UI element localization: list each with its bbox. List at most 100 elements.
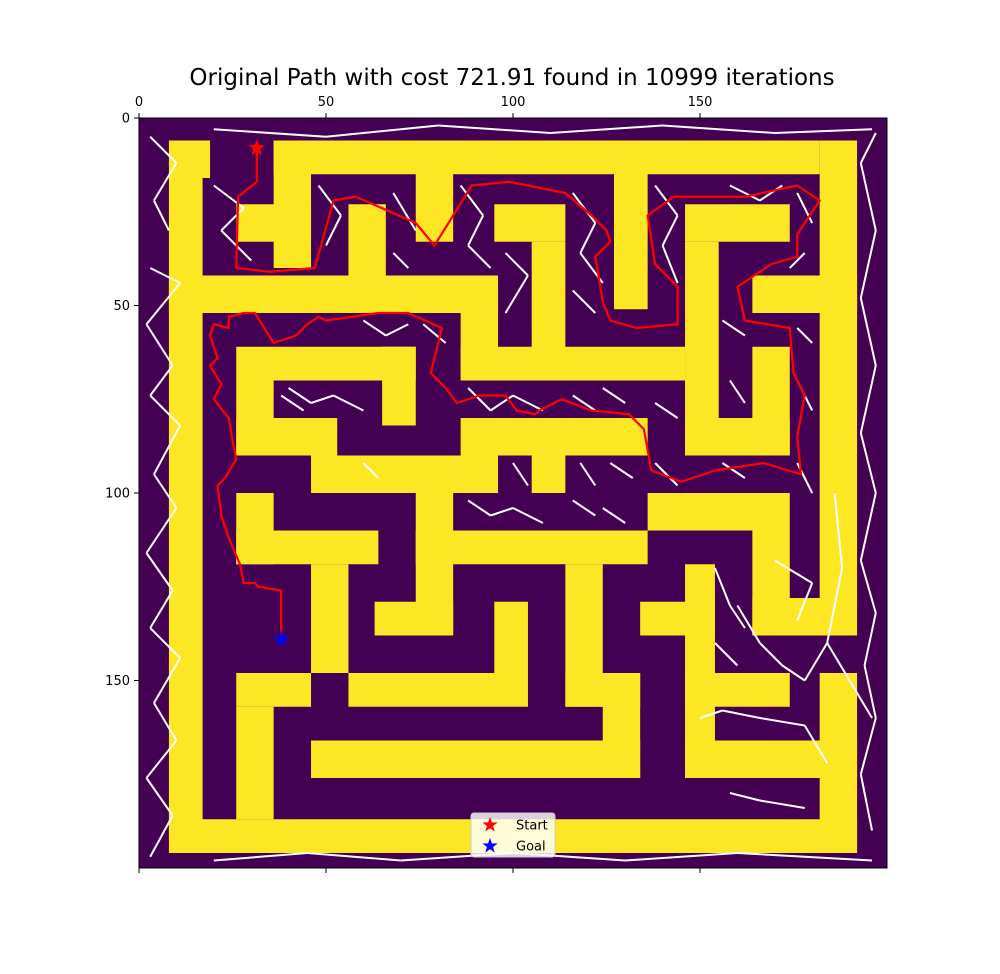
tree-edge [362, 319, 387, 337]
tree-edge [149, 589, 174, 629]
tree-edge [149, 364, 174, 397]
tree-edge [789, 252, 806, 269]
tree-edge [288, 387, 312, 404]
tree-edge [220, 207, 245, 232]
legend-label: Goal [516, 840, 546, 855]
y-tick-label: 50 [113, 299, 130, 314]
tree-edge [848, 679, 873, 719]
maze-wall [236, 530, 379, 565]
maze-wall [168, 275, 499, 313]
tree-edge [609, 462, 634, 479]
tree-edge [729, 604, 746, 629]
tree-edge [149, 815, 174, 858]
tree-edge [579, 462, 597, 487]
tree-edge [550, 124, 663, 134]
start-marker [248, 139, 266, 156]
legend-marker [482, 817, 498, 832]
tree-edge [602, 507, 626, 524]
tree-edge [774, 128, 873, 134]
tree-edge [661, 215, 679, 246]
tree-edge [759, 799, 805, 809]
path-line [208, 148, 821, 636]
tree-edge [863, 665, 877, 719]
tree-edge [863, 612, 877, 666]
tree-edge [859, 560, 877, 614]
chart-title: Original Path with cost 721.91 found in … [189, 65, 834, 91]
tree-edge [796, 582, 814, 621]
tree-edge [859, 365, 877, 434]
tree-edge [654, 184, 679, 217]
tree-edge [362, 462, 380, 479]
tree-edge [145, 777, 174, 817]
tree-edge [796, 327, 813, 344]
maze-wall [752, 275, 858, 313]
tree-edge [759, 184, 783, 202]
tree-edge [467, 244, 492, 269]
tree-edge [859, 230, 877, 299]
y-tick-label: 0 [122, 112, 130, 127]
tree-edge [714, 642, 739, 667]
maze-wall [415, 530, 648, 565]
x-tick-label: 50 [318, 95, 335, 110]
tree-edge [504, 252, 529, 277]
tree-edge [385, 323, 409, 337]
tree-edge [512, 507, 544, 524]
maze-wall [236, 706, 274, 820]
tree-edge [467, 499, 492, 517]
tree-edge [153, 425, 182, 475]
x-tick-label: 150 [688, 95, 713, 110]
tree-edge [280, 394, 305, 412]
tree-edge [859, 432, 877, 494]
maze-wall [311, 455, 499, 493]
tree-edge [145, 739, 178, 779]
y-tick-label: 150 [105, 674, 130, 689]
tree-edge [325, 124, 439, 138]
plot-area [139, 118, 887, 868]
tree-edge [213, 128, 327, 138]
tree-edge [490, 507, 514, 517]
maze-wall [348, 673, 528, 707]
tree-edge [803, 642, 829, 682]
tree-edge [512, 462, 529, 487]
tree-edge [602, 387, 626, 404]
maze-wall [819, 673, 858, 853]
tree-edge [781, 664, 806, 682]
tree-edge [467, 215, 484, 246]
maze-wall [460, 346, 686, 381]
tree-edge [149, 394, 181, 427]
tree-edge [859, 492, 877, 561]
maze-wall [168, 140, 211, 178]
tree-edge [145, 507, 178, 554]
tree-edge [833, 492, 844, 569]
tree-edge [325, 215, 342, 246]
tree-edge [826, 642, 851, 682]
tree-edge [467, 387, 492, 412]
maze-wall [494, 601, 528, 673]
tree-edge [759, 642, 783, 667]
y-tick-label: 100 [105, 487, 130, 502]
tree-edge [737, 852, 873, 862]
tree-edge [153, 657, 182, 704]
tree-edge [317, 184, 342, 217]
tree-edge [859, 297, 877, 366]
tree-edge [333, 394, 364, 412]
tree-edge [145, 323, 174, 367]
maze-wall [647, 493, 790, 531]
maze-wall [236, 418, 338, 456]
tree-edge [736, 604, 761, 644]
legend-marker [482, 838, 498, 853]
tree-edge [859, 774, 874, 831]
tree-edge [654, 462, 679, 487]
maze-wall [348, 204, 386, 276]
maze-wall [752, 346, 790, 456]
x-tick-label: 100 [501, 95, 526, 110]
tree-edge [153, 473, 178, 509]
tree-edge [721, 319, 746, 337]
tree-edge [504, 274, 529, 314]
tree-edge [662, 124, 775, 134]
maze-wall [311, 564, 349, 673]
tree-edge [859, 162, 877, 231]
tree-edge [490, 394, 514, 412]
tree-edge [654, 402, 679, 419]
